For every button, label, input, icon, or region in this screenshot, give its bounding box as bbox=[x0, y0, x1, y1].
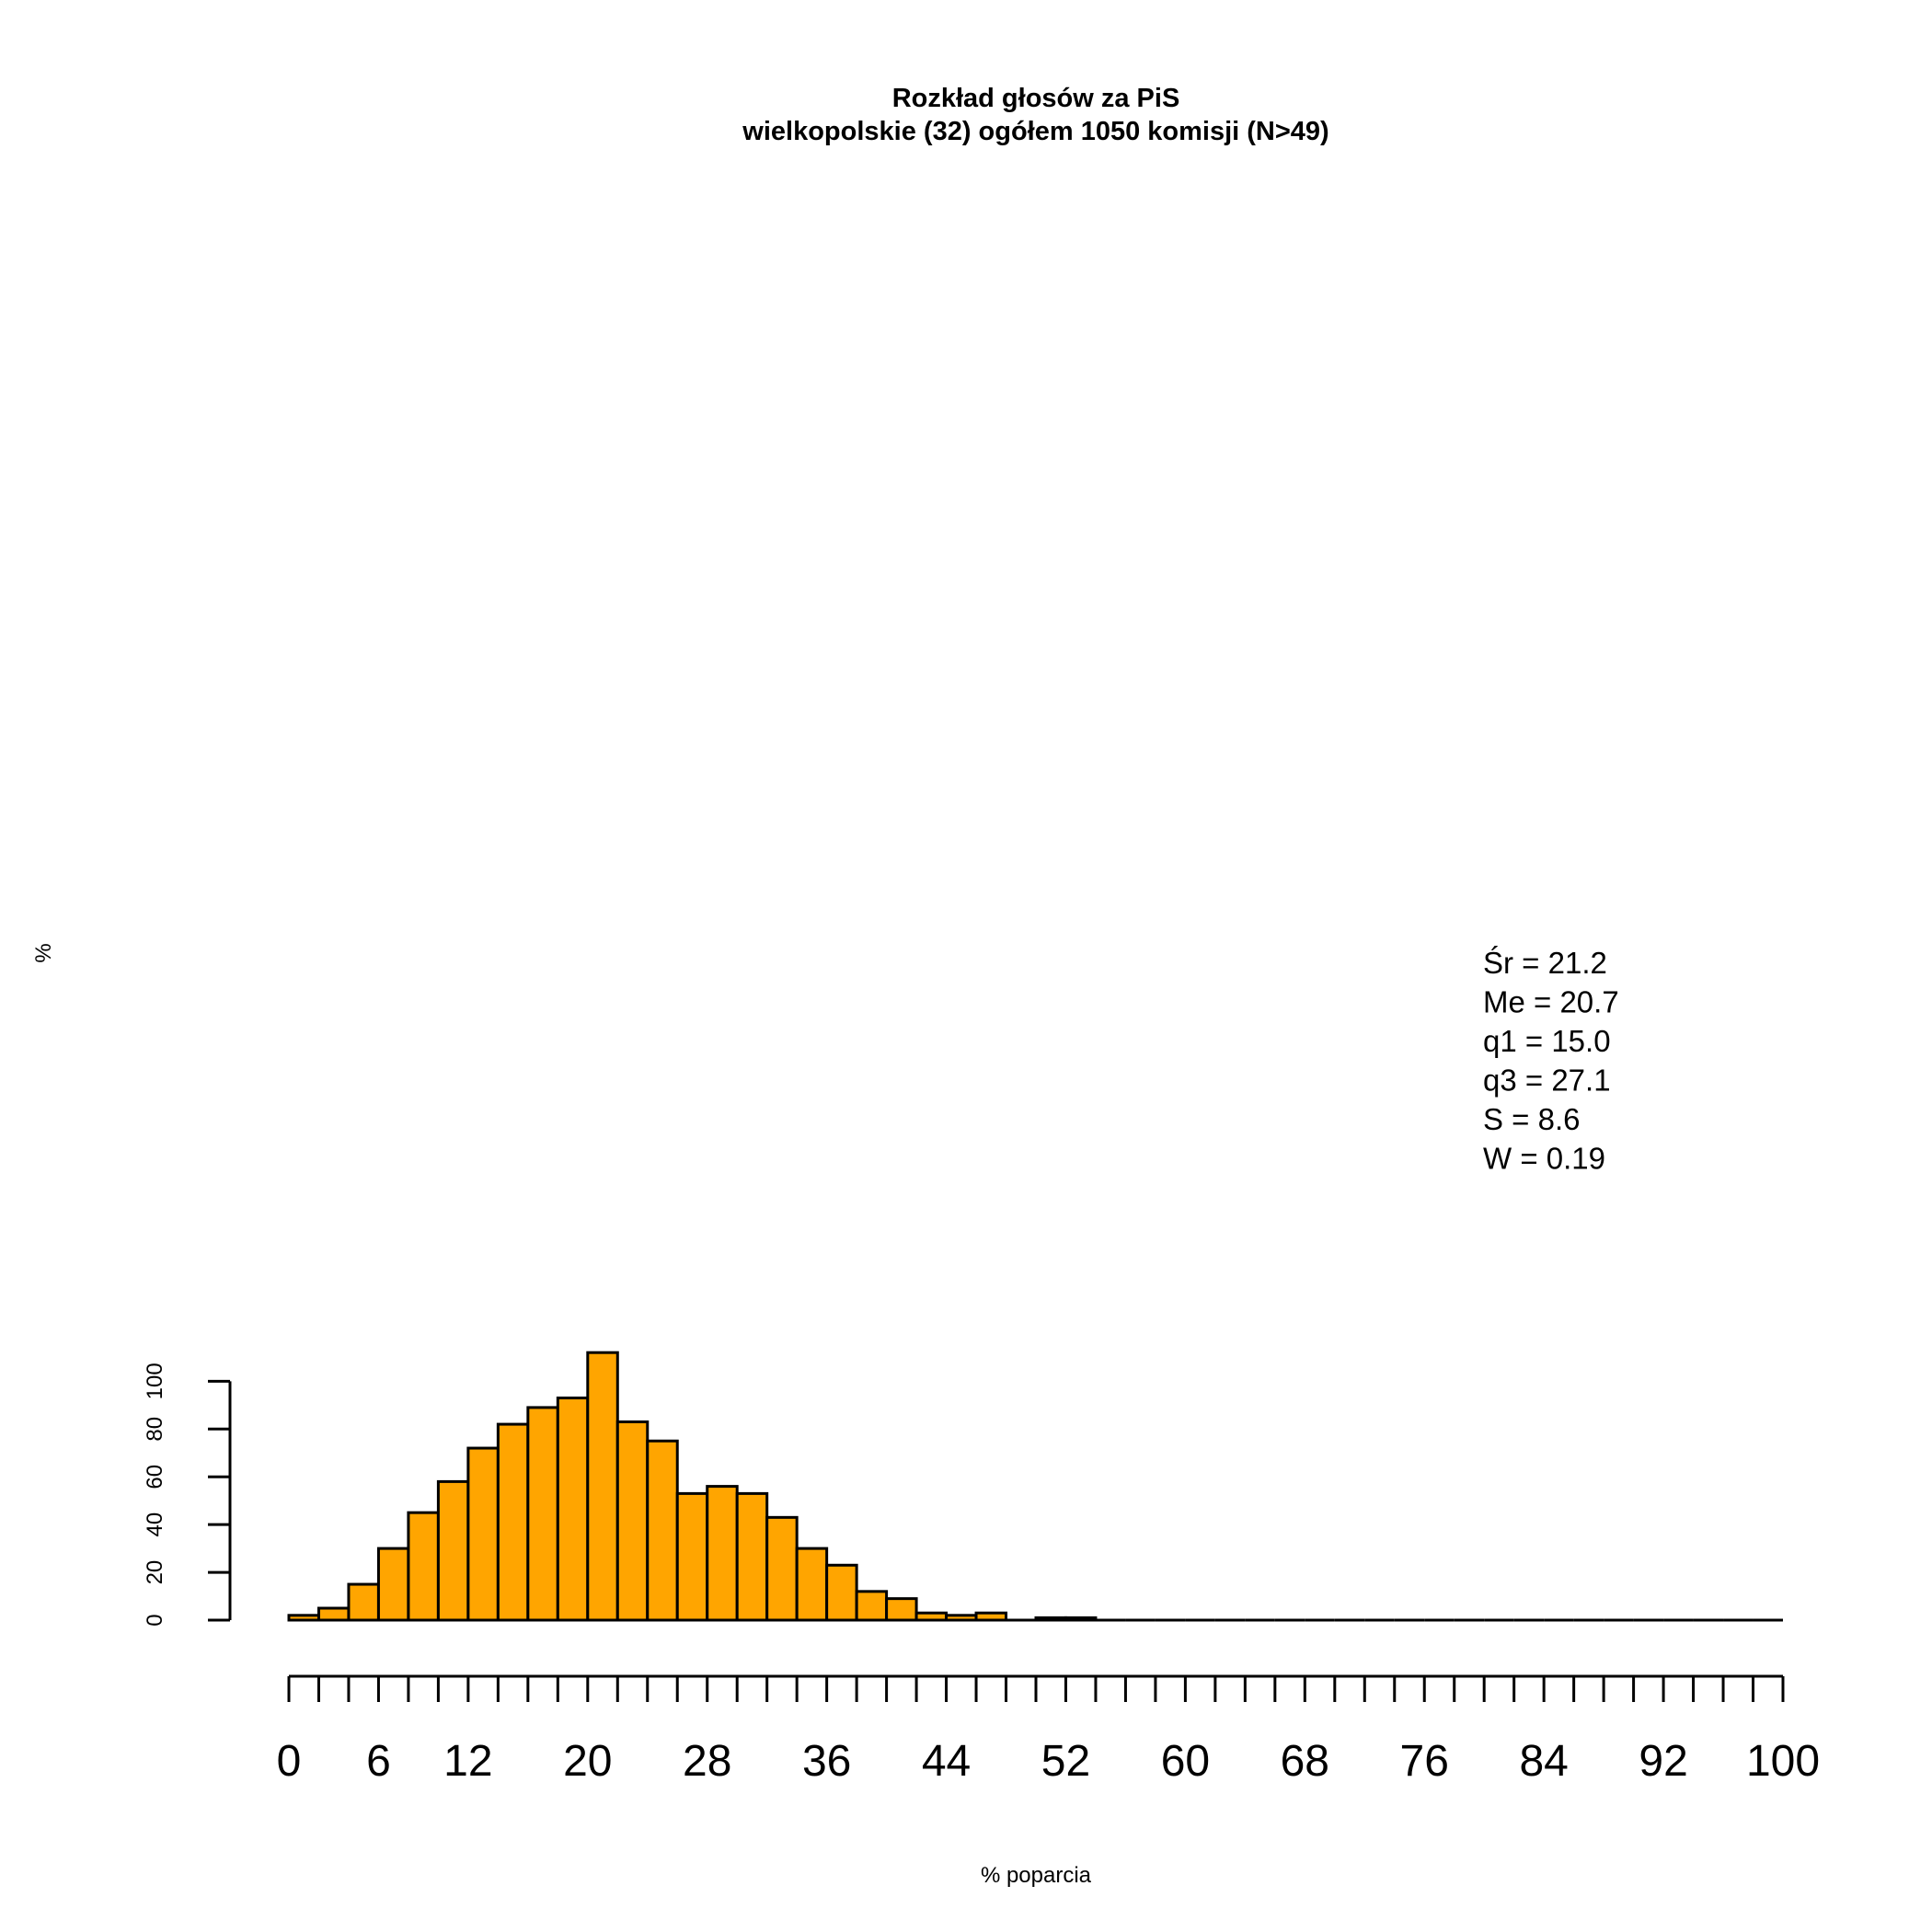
x-axis-title: % poparcia bbox=[981, 1863, 1092, 1888]
stat-line: q1 = 15.0 bbox=[1483, 1024, 1611, 1058]
x-tick-label: 44 bbox=[922, 1737, 971, 1786]
histogram-bar bbox=[914, 1611, 949, 1622]
histogram-bar bbox=[1064, 1616, 1098, 1622]
histogram-bar bbox=[825, 1563, 858, 1622]
histogram-bar bbox=[496, 1422, 530, 1622]
x-tick-label: 84 bbox=[1519, 1737, 1568, 1786]
x-tick-label: 68 bbox=[1281, 1737, 1329, 1786]
stat-line: q3 = 27.1 bbox=[1483, 1064, 1611, 1098]
x-tick-label: 100 bbox=[1746, 1737, 1820, 1786]
y-axis: 0 20 40 60 80 100 bbox=[143, 1363, 232, 1627]
x-tick-label: 36 bbox=[802, 1737, 851, 1786]
histogram-bar bbox=[675, 1491, 709, 1622]
y-axis-title: % bbox=[31, 943, 56, 962]
histogram-bar bbox=[855, 1590, 889, 1622]
x-tick-label: 76 bbox=[1400, 1737, 1449, 1786]
y-tick-label: 100 bbox=[143, 1363, 167, 1399]
histogram-bar bbox=[795, 1547, 829, 1622]
histogram-bar bbox=[646, 1439, 679, 1622]
y-tick-label: 40 bbox=[143, 1512, 167, 1537]
x-tick-label: 60 bbox=[1161, 1737, 1210, 1786]
y-tick-label: 60 bbox=[143, 1465, 167, 1489]
chart-subtitle: wielkopolskie (32) ogółem 1050 komisji (… bbox=[742, 117, 1328, 146]
stat-line: W = 0.19 bbox=[1483, 1142, 1605, 1176]
histogram-bar bbox=[945, 1614, 978, 1622]
bars bbox=[287, 1351, 1783, 1622]
x-tick-label: 0 bbox=[277, 1737, 302, 1786]
stat-line: Me = 20.7 bbox=[1483, 985, 1619, 1019]
histogram-bar bbox=[466, 1446, 500, 1622]
histogram-bar bbox=[407, 1511, 440, 1622]
x-tick-label: 20 bbox=[563, 1737, 612, 1786]
histogram-bar bbox=[436, 1479, 470, 1622]
stat-line: Śr = 21.2 bbox=[1483, 945, 1607, 980]
x-tick-label: 6 bbox=[366, 1737, 391, 1786]
x-tick-label: 12 bbox=[443, 1737, 492, 1786]
histogram-bar bbox=[765, 1515, 799, 1622]
x-tick-label: 28 bbox=[683, 1737, 731, 1786]
histogram-bar bbox=[556, 1397, 590, 1622]
histogram-bar bbox=[316, 1606, 351, 1622]
histogram-bar bbox=[1034, 1616, 1067, 1622]
y-tick-label: 0 bbox=[143, 1614, 167, 1626]
histogram-bar bbox=[347, 1582, 380, 1622]
histogram-bar bbox=[586, 1351, 619, 1622]
histogram-bar bbox=[735, 1491, 769, 1622]
stat-line: S = 8.6 bbox=[1483, 1102, 1581, 1136]
histogram-bar bbox=[885, 1597, 918, 1622]
histogram-bar bbox=[615, 1420, 650, 1622]
histogram-bar bbox=[706, 1485, 739, 1622]
y-tick-label: 80 bbox=[143, 1417, 167, 1442]
x-tick-label: 92 bbox=[1639, 1737, 1687, 1786]
x-axis: 0 6 12 20 28 36 44 52 60 68 76 84 92 100 bbox=[277, 1674, 1820, 1786]
x-tick-label: 52 bbox=[1041, 1737, 1090, 1786]
y-tick-label: 20 bbox=[143, 1560, 167, 1585]
histogram-bar bbox=[526, 1406, 559, 1622]
histogram-bar bbox=[287, 1614, 320, 1622]
histogram-bar bbox=[974, 1611, 1008, 1622]
chart-title: Rozkład głosów za PiS bbox=[892, 84, 1180, 113]
histogram-bar bbox=[376, 1547, 410, 1622]
summary-statistics: Śr = 21.2 Me = 20.7 q1 = 15.0 q3 = 27.1 S = … bbox=[1483, 945, 1619, 1176]
